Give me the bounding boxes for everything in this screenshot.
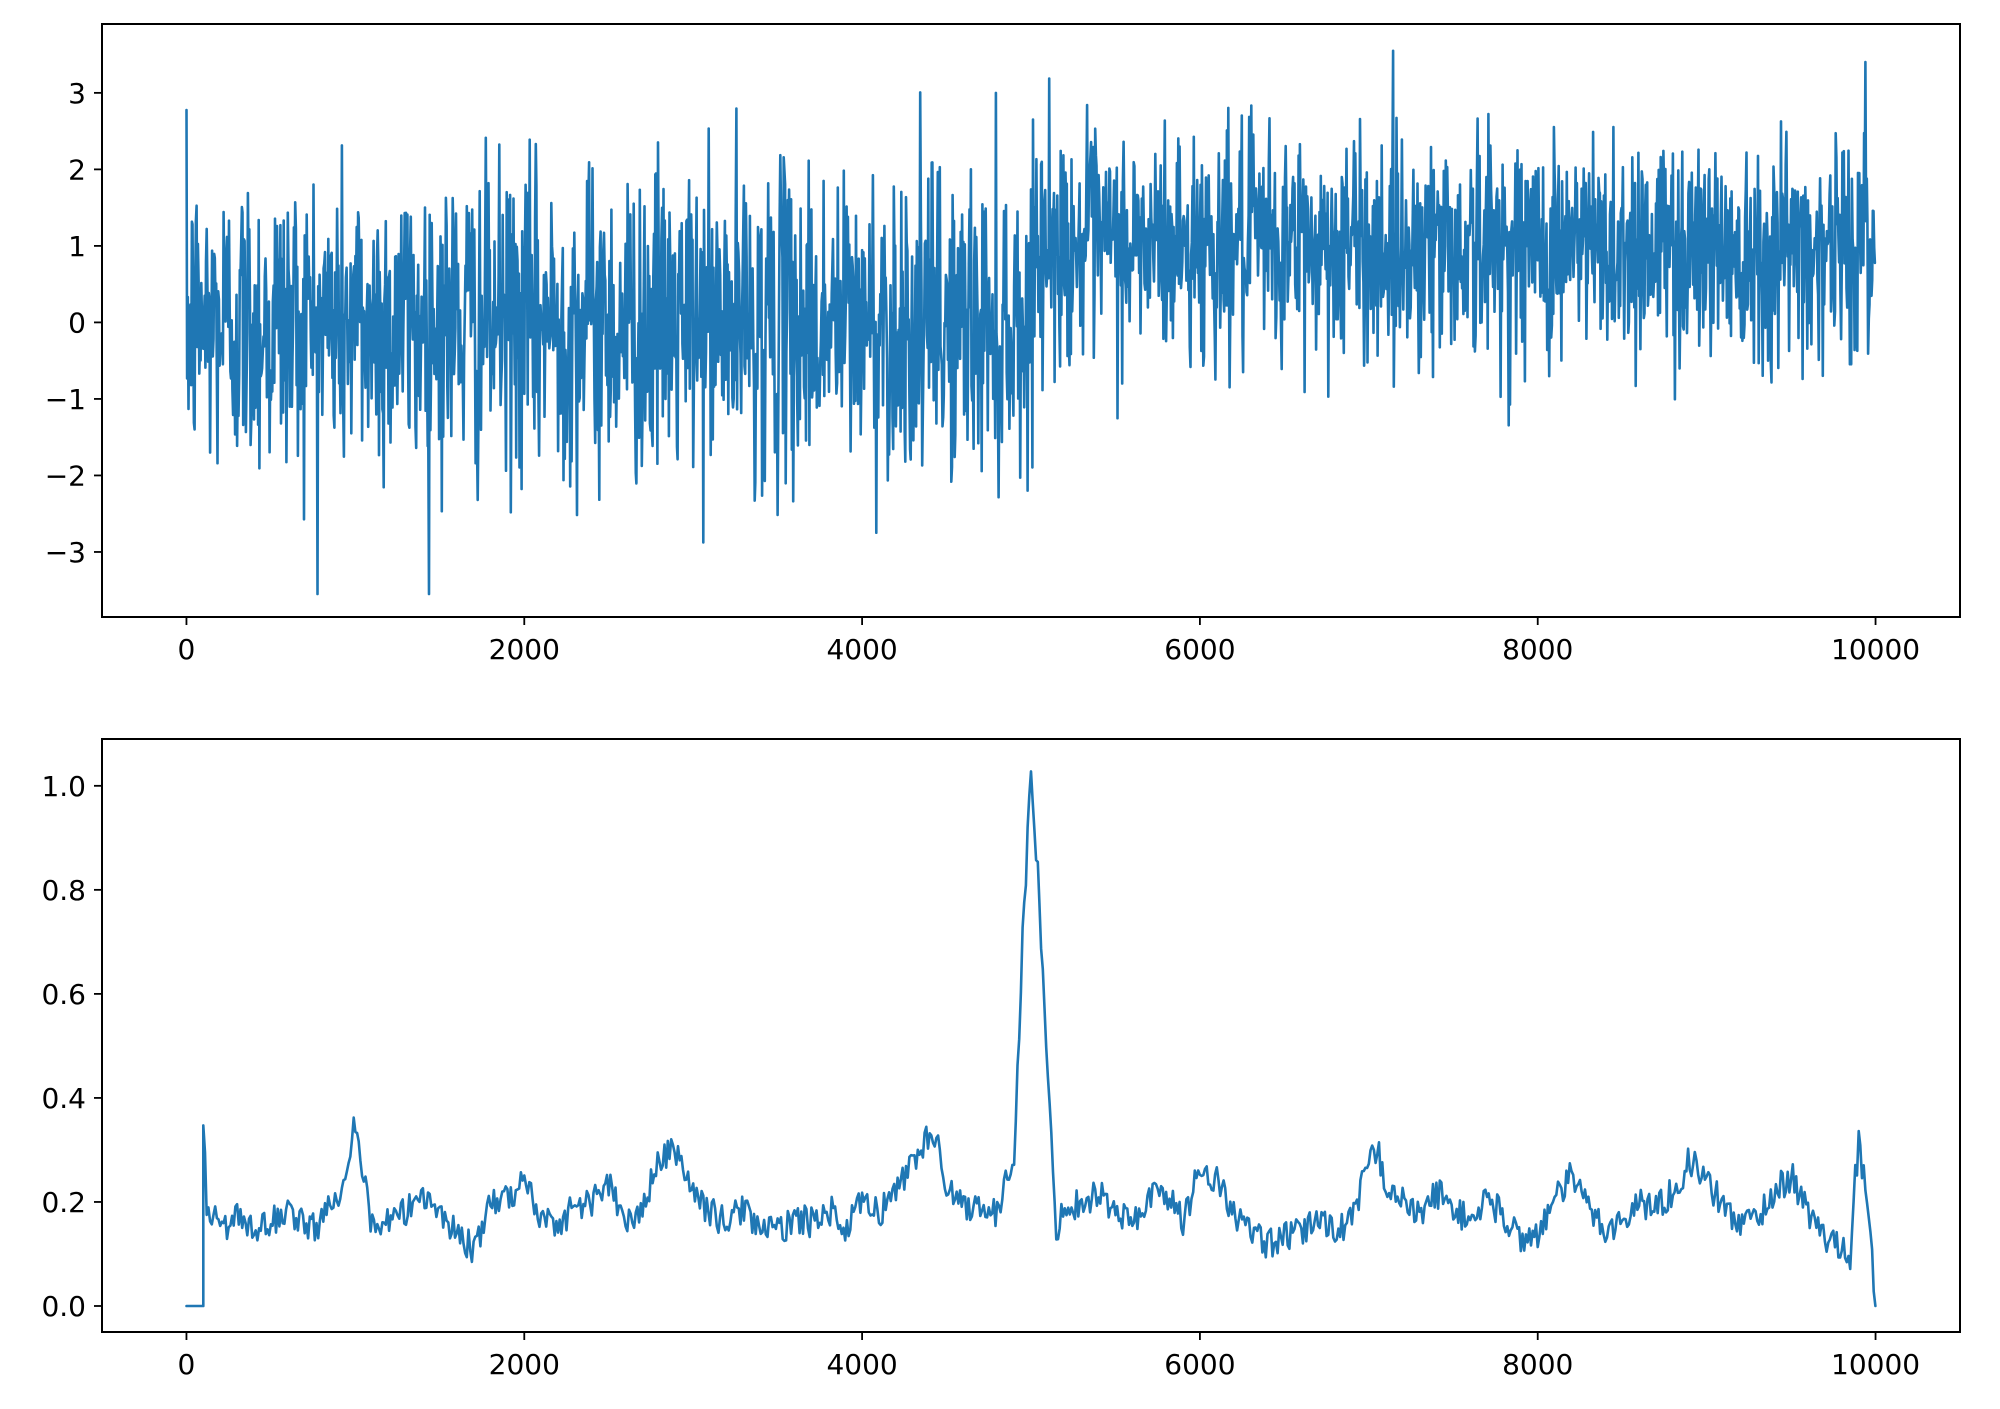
top-chart-x-tick-label: 8000: [1502, 633, 1573, 666]
top-chart-x-tick-label: 0: [178, 633, 196, 666]
bottom-chart-x-tick-label: 10000: [1831, 1348, 1920, 1381]
top-chart-series-line: [185, 49, 1877, 596]
bottom-chart-y-tick-label: 0.8: [41, 874, 86, 907]
top-chart-x-tick-label: 10000: [1831, 633, 1920, 666]
top-chart-x-tick-label: 4000: [826, 633, 897, 666]
bottom-chart-y-tick-label: 1.0: [41, 770, 86, 803]
top-chart-y-tick-label: 3: [68, 77, 86, 110]
top-chart-y-tick-label: 2: [68, 153, 86, 186]
bottom-chart-y-tick-label: 0.0: [41, 1290, 86, 1323]
bottom-chart-series-line: [185, 770, 1877, 1308]
top-chart-x-tick-label: 6000: [1164, 633, 1235, 666]
bottom-chart-y-tick-label: 0.2: [41, 1186, 86, 1219]
top-chart-x-tick-label: 2000: [489, 633, 560, 666]
bottom-chart-x-tick-label: 4000: [826, 1348, 897, 1381]
bottom-chart: 0 2000 4000 6000 8000 10000 0.0 0.2 0.4 0.6 0.8 1.0: [41, 738, 1961, 1381]
top-chart-y-tick-label: 1: [68, 230, 86, 263]
bottom-chart-x-tick-label: 8000: [1502, 1348, 1573, 1381]
bottom-chart-x-tick-label: 2000: [489, 1348, 560, 1381]
top-chart-y-tick-label: −3: [45, 536, 86, 569]
bottom-chart-axes-frame: [101, 738, 1961, 1333]
bottom-chart-y-tick-label: 0.6: [41, 978, 86, 1011]
bottom-chart-x-tick-label: 6000: [1164, 1348, 1235, 1381]
top-chart-y-tick-label: −2: [45, 459, 86, 492]
bottom-chart-x-tick-label: 0: [178, 1348, 196, 1381]
top-chart-y-tick-label: −1: [45, 383, 86, 416]
top-chart-y-tick-label: 0: [68, 306, 86, 339]
top-chart: 0 2000 4000 6000 8000 10000 −3 −2 −1 0 1 2 3: [45, 23, 1961, 666]
bottom-chart-y-tick-label: 0.4: [41, 1082, 86, 1115]
top-chart-axes-frame: [101, 23, 1961, 618]
